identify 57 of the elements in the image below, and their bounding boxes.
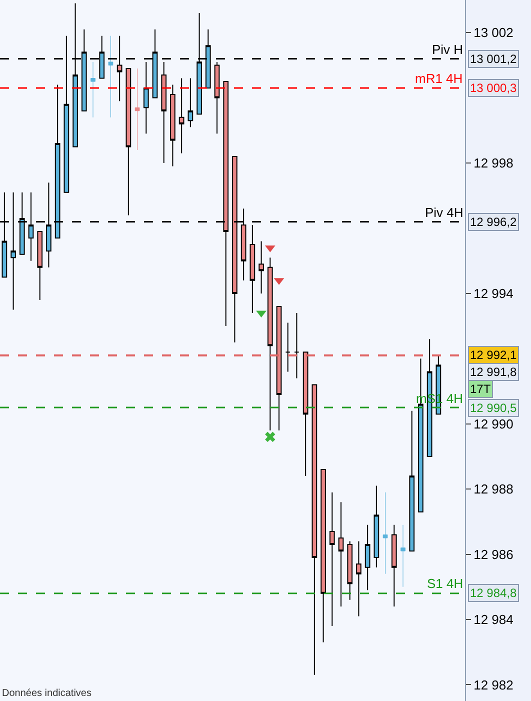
candlestick xyxy=(188,78,194,128)
candlestick xyxy=(312,384,318,676)
y-tick-label: 12 998 xyxy=(474,156,514,171)
candlestick xyxy=(250,224,256,314)
ref-line-label: Piv H xyxy=(432,42,464,57)
y-tick-label: 12 988 xyxy=(474,482,514,497)
candlestick xyxy=(64,35,70,193)
ref-line-label: Piv 4H xyxy=(425,205,464,220)
candlestick xyxy=(143,61,149,134)
text: 12 996,2 xyxy=(470,215,518,229)
candlestick xyxy=(320,469,326,643)
candlestick xyxy=(90,62,96,118)
y-tick-label: 13 002 xyxy=(474,25,514,40)
candlestick xyxy=(391,524,397,607)
text: 17T xyxy=(470,382,492,396)
y-tick-label: 12 984 xyxy=(474,612,514,628)
candlestick xyxy=(108,36,114,118)
text: 12 991,8 xyxy=(470,365,518,379)
candlestick xyxy=(258,240,264,294)
ref-line-label: mR1 4H xyxy=(415,71,463,86)
point xyxy=(265,432,276,442)
y-tick-label: 12 986 xyxy=(474,546,514,562)
ref-line-label: S1 4H xyxy=(427,576,464,591)
candlestick xyxy=(134,68,140,150)
candlestick xyxy=(374,485,380,568)
y-tick-label: 12 982 xyxy=(474,677,514,692)
candlestick xyxy=(28,192,34,262)
candlestick xyxy=(10,192,16,310)
text: 12 990,5 xyxy=(470,401,518,415)
candlestick xyxy=(178,78,184,154)
candlestick xyxy=(116,35,122,102)
y-tick-label: 12 990 xyxy=(474,416,514,432)
candlestick xyxy=(364,524,370,591)
candlestick xyxy=(46,182,52,268)
candlestick xyxy=(294,312,300,379)
candlestick xyxy=(267,257,273,431)
candlestick xyxy=(338,502,344,607)
candlestick xyxy=(347,540,353,600)
candlestick xyxy=(400,524,406,588)
candlestick xyxy=(276,306,282,431)
text: 12 984,8 xyxy=(470,586,518,600)
candlestick xyxy=(329,492,335,627)
candlestick xyxy=(382,492,388,574)
candlestick xyxy=(409,410,415,552)
annotation: Données indicatives xyxy=(2,688,92,699)
text: 13 001,2 xyxy=(470,52,518,66)
candlestick xyxy=(356,540,362,617)
candlestick xyxy=(161,61,167,164)
candlestick xyxy=(302,352,308,477)
candlestick xyxy=(214,61,220,134)
text: 12 992,1 xyxy=(470,348,518,362)
y-tick-label: 12 994 xyxy=(474,286,514,301)
candlestick xyxy=(37,230,43,300)
text: 13 000,3 xyxy=(470,81,518,95)
candlestick xyxy=(170,84,176,167)
candlestick xyxy=(126,68,132,216)
candlestick xyxy=(285,322,291,372)
